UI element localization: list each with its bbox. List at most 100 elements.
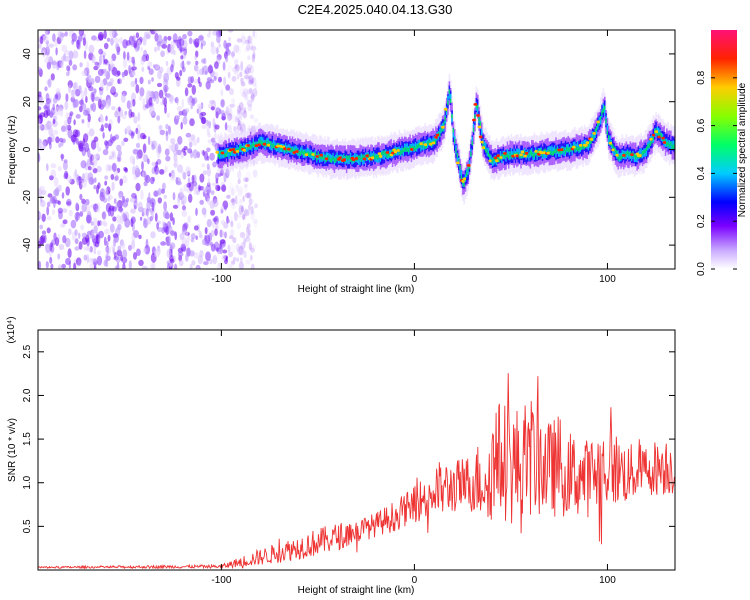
ridge-peak xyxy=(434,135,439,139)
ridge-cell xyxy=(467,167,470,172)
snr-exponent-label: (x10⁴) xyxy=(6,316,17,343)
ridge-cell xyxy=(229,151,232,156)
ridge-cell xyxy=(640,148,642,157)
ridge-cell xyxy=(508,154,510,160)
noise-blob xyxy=(80,224,85,231)
noise-blob xyxy=(143,247,147,254)
ridge-peak xyxy=(362,157,367,161)
noise-blob xyxy=(132,99,136,107)
ridge-cell xyxy=(449,93,452,103)
snr-panel: -100 0 100 0.5 1.0 1.5 2.0 2.5 Height of straig… xyxy=(6,316,676,596)
noise-blob xyxy=(67,128,73,139)
noise-blob xyxy=(133,40,137,49)
noise-blob xyxy=(87,77,93,83)
noise-blob xyxy=(180,151,185,159)
ridge-cell xyxy=(227,149,229,154)
ridge-peak xyxy=(585,141,590,145)
noise-blob xyxy=(206,167,211,177)
noise-blob xyxy=(252,50,256,59)
noise-blob xyxy=(164,104,167,114)
noise-blob xyxy=(99,115,105,123)
noise-blob xyxy=(116,51,120,56)
noise-blob xyxy=(83,254,88,261)
noise-blob xyxy=(107,97,111,106)
noise-blob xyxy=(166,248,172,258)
noise-blob xyxy=(242,248,246,254)
noise-blob xyxy=(250,65,254,74)
noise-blob xyxy=(243,237,247,245)
ridge-cell xyxy=(262,137,264,146)
ridge-peak xyxy=(441,125,446,129)
noise-blob xyxy=(240,121,244,127)
ridge-cell xyxy=(606,130,609,135)
colorbar-label: Normalized spectral amplitude xyxy=(737,82,748,217)
noise-blob xyxy=(219,108,222,115)
noise-blob xyxy=(216,34,221,44)
noise-blob xyxy=(245,236,251,243)
noise-blob xyxy=(133,115,138,124)
noise-blob xyxy=(75,202,79,210)
noise-blob xyxy=(135,32,140,39)
noise-blob xyxy=(219,230,225,238)
noise-blob xyxy=(165,155,171,162)
ridge-cell xyxy=(422,142,425,151)
noise-blob xyxy=(240,127,243,135)
noise-blob xyxy=(105,246,112,255)
noise-blob xyxy=(197,255,203,265)
noise-blob xyxy=(121,113,127,120)
noise-blob xyxy=(202,170,208,176)
noise-blob xyxy=(221,254,226,261)
noise-blob xyxy=(61,208,68,213)
noise-blob xyxy=(245,44,251,52)
noise-blob xyxy=(93,65,99,71)
ridge-cell xyxy=(574,148,576,153)
ridge-cell xyxy=(597,122,599,127)
ridge-cell xyxy=(321,154,324,159)
noise-blob xyxy=(128,244,132,251)
noise-blob xyxy=(176,180,182,186)
noise-blob xyxy=(44,86,48,92)
snr-y-tick-label: 0.5 xyxy=(22,519,33,533)
ridge-cell xyxy=(576,146,579,152)
ridge-peak xyxy=(431,141,436,145)
noise-blob xyxy=(199,199,204,205)
noise-blob xyxy=(234,58,239,66)
ridge-cell xyxy=(420,143,422,152)
noise-blob xyxy=(117,150,122,157)
ridge-cell xyxy=(239,145,241,150)
noise-blob xyxy=(84,142,89,153)
ridge-cell xyxy=(645,146,648,151)
ridge-cell xyxy=(413,145,415,151)
ridge-peak xyxy=(572,145,577,149)
noise-blob xyxy=(103,68,108,77)
noise-blob xyxy=(59,223,65,228)
noise-blob xyxy=(187,76,193,84)
spectrogram-y-axis-label: Frequency (Hz) xyxy=(7,116,18,185)
ridge-cell xyxy=(485,142,487,151)
noise-blob xyxy=(154,46,157,53)
ridge-cell xyxy=(621,149,624,159)
noise-blob xyxy=(244,67,250,75)
noise-blob xyxy=(249,114,255,120)
noise-blob xyxy=(241,91,247,98)
noise-blob xyxy=(191,84,196,95)
noise-blob xyxy=(234,64,238,70)
ridge-cell xyxy=(459,166,461,176)
spectrogram-y-tick-label: -20 xyxy=(22,190,33,205)
noise-blob xyxy=(189,263,193,269)
noise-blob xyxy=(93,184,97,190)
ridge-cell xyxy=(398,150,401,156)
noise-blob xyxy=(43,123,50,131)
ridge-cell xyxy=(582,144,584,149)
noise-blob xyxy=(237,118,241,126)
ridge-cell xyxy=(447,95,449,105)
noise-blob xyxy=(142,143,147,154)
noise-blob xyxy=(68,228,72,236)
snr-x-tick-label: -100 xyxy=(211,575,231,586)
noise-blob xyxy=(49,242,53,252)
ridge-cell xyxy=(551,151,553,156)
snr-x-axis-label: Height of straight line (km) xyxy=(298,585,415,596)
noise-blob xyxy=(130,80,136,88)
ridge-cell xyxy=(471,141,474,146)
noise-blob xyxy=(139,76,144,85)
